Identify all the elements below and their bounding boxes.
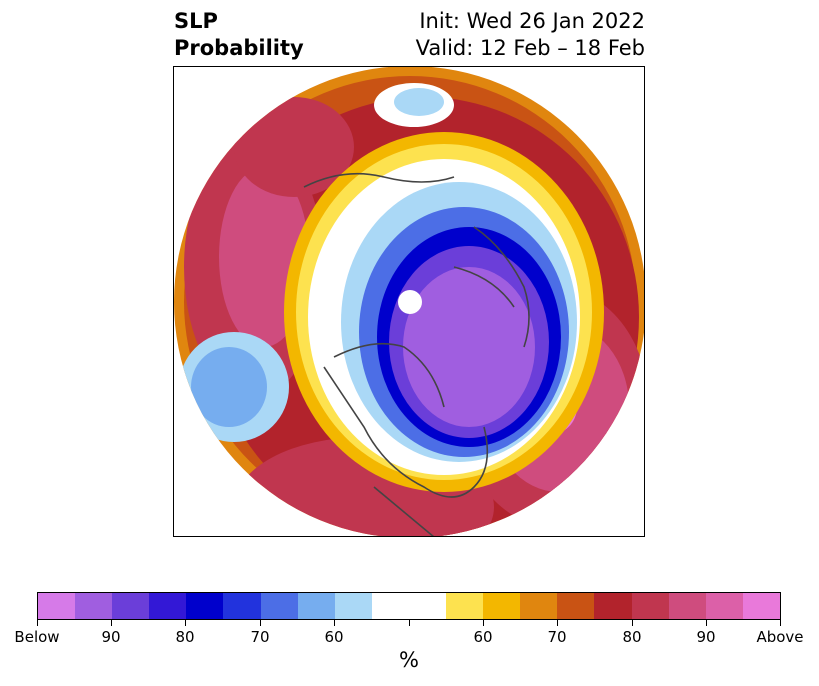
cb-tick [557,620,558,626]
cb-tick [706,620,707,626]
field-top-below [394,88,444,116]
cb-label-below-60: 60 [324,628,344,646]
land-outlines [303,172,530,536]
cb-seg-below-3 [112,593,150,619]
cb-seg-below-4 [149,593,187,619]
north-america-coast [323,366,489,498]
cb-seg-below-7 [260,593,298,619]
cb-seg-above-4 [557,593,595,619]
cb-tick [37,620,38,626]
scandinavia-coast [453,266,515,308]
cb-seg-above-3 [520,593,558,619]
cb-label-above-60: 60 [473,628,493,646]
title-right: Init: Wed 26 Jan 2022 Valid: 12 Feb – 18… [416,8,645,62]
cb-label-above-70: 70 [547,628,567,646]
valid-range: Valid: 12 Feb – 18 Feb [415,36,645,60]
europe-coast [473,226,530,348]
cb-seg-above-1 [446,593,484,619]
cb-seg-below [38,593,76,619]
cb-seg-neutral [371,593,447,619]
pole-hole [398,290,422,314]
cb-tick [334,620,335,626]
cb-label-above-90: 90 [696,628,716,646]
cb-seg-above-7 [668,593,706,619]
cb-tick [483,620,484,626]
gulf-coast [373,486,435,536]
cb-seg-below-2 [75,593,113,619]
cb-seg-above-2 [483,593,521,619]
field-asia-85 [234,97,354,197]
canada-coast [333,342,445,408]
cb-seg-above-5 [594,593,632,619]
probability-map [173,66,645,537]
title-left: SLP Probability [174,8,304,62]
field-npac-below-65 [191,347,267,427]
asia-coast [303,172,455,188]
field-below-90 [403,267,535,427]
cb-label-above-80: 80 [622,628,642,646]
cb-seg-below-6 [223,593,261,619]
cb-tick [111,620,112,626]
cb-label-below: Below [14,628,60,646]
cb-tick [632,620,633,626]
cb-tick [185,620,186,626]
cb-seg-below-8 [297,593,335,619]
cb-tick [260,620,261,626]
cb-label-below-80: 80 [175,628,195,646]
map-svg [174,67,644,536]
colorbar [37,592,781,620]
cb-seg-above-8 [705,593,743,619]
cb-seg-above-6 [631,593,669,619]
cb-seg-above-9 [742,593,780,619]
cb-tick [409,620,410,626]
cb-label-below-70: 70 [250,628,270,646]
colorbar-unit: % [399,648,419,672]
title-field: Probability [174,36,304,60]
cb-label-above: Above [756,628,804,646]
probability-field [174,67,644,536]
cb-tick [780,620,781,626]
title-variable: SLP [174,9,218,33]
cb-seg-below-5 [186,593,224,619]
init-date: Init: Wed 26 Jan 2022 [419,9,645,33]
cb-label-below-90: 90 [101,628,121,646]
cb-seg-below-9 [334,593,372,619]
